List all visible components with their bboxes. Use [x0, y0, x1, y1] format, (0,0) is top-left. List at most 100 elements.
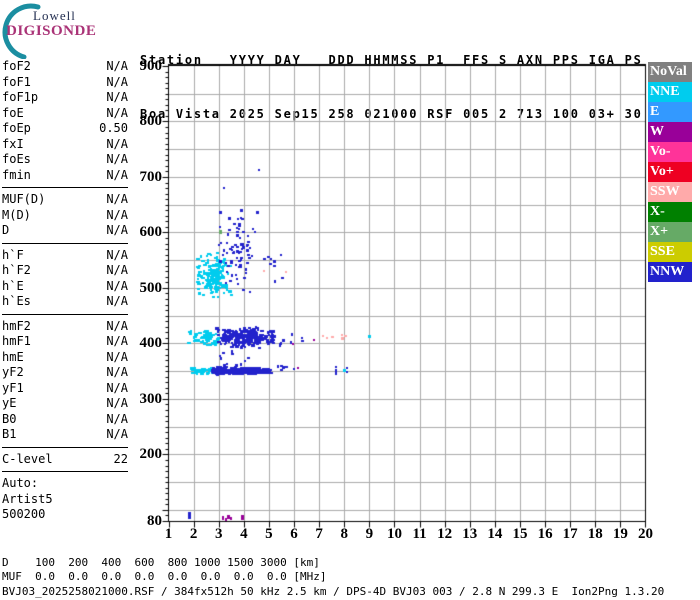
- legend-item-vo-: Vo+: [648, 162, 692, 182]
- parameter-panel: foF2 N/A foF1 N/A foF1p N/A foE N/A foEp 0.50 fxI N…: [2, 59, 128, 523]
- legend-label: X-: [650, 204, 665, 219]
- legend-label: NNW: [650, 264, 685, 279]
- param-value: N/A: [106, 411, 128, 426]
- y-tick-label: 80: [147, 512, 162, 529]
- logo-digisonde-text: DIGISONDE: [6, 23, 97, 39]
- legend-item-nne: NNE: [648, 82, 692, 102]
- param-label: foF2: [2, 59, 31, 73]
- x-tick-label: 14: [487, 526, 503, 542]
- legend-item-w: W: [648, 122, 692, 142]
- param-value: N/A: [106, 380, 128, 395]
- legend-item-e: E: [648, 102, 692, 122]
- param-label: h`F2: [2, 263, 31, 277]
- param-label: MUF(D): [2, 192, 46, 206]
- x-tick-label: 18: [587, 526, 603, 542]
- param-label: foEs: [2, 152, 31, 166]
- x-tick-label: 6: [290, 526, 298, 542]
- param-row: h`F N/A: [2, 248, 128, 264]
- param-row: h`Es N/A: [2, 294, 128, 310]
- param-label: D: [2, 223, 10, 237]
- legend-item-x-: X-: [648, 202, 692, 222]
- footer-muf-row: MUF 0.0 0.0 0.0 0.0 0.0 0.0 0.0 0.0 [MHz…: [2, 570, 327, 583]
- panel-divider: [2, 187, 128, 188]
- param-label: foF1p: [2, 90, 39, 104]
- legend-label: SSW: [650, 184, 680, 199]
- y-tick-label: 400: [139, 335, 163, 352]
- x-tick-label: 3: [214, 526, 223, 542]
- y-tick-label: 900: [139, 58, 163, 74]
- param-label: B0: [2, 411, 17, 426]
- param-label: yE: [2, 396, 17, 410]
- digisonde-arc-icon: [2, 3, 41, 59]
- x-tick-label: 8: [340, 526, 348, 542]
- logo-lowell-text: Lowell: [33, 8, 76, 23]
- param-text: Artist5: [2, 491, 53, 506]
- param-label: C-level: [2, 451, 53, 466]
- param-row: yF1 N/A: [2, 381, 128, 397]
- legend-item-noval: NoVal: [648, 62, 692, 82]
- param-value: N/A: [106, 396, 128, 410]
- param-value: N/A: [106, 294, 128, 308]
- x-tick-label: 2: [189, 526, 198, 542]
- param-row: B0 N/A: [2, 412, 128, 428]
- legend-label: NNE: [650, 84, 680, 99]
- param-value: N/A: [106, 334, 128, 348]
- y-tick-label: 300: [139, 390, 163, 407]
- x-tick-label: 10: [386, 526, 402, 542]
- param-row: fxI N/A: [2, 137, 128, 153]
- param-label: fmin: [2, 167, 31, 182]
- y-tick-label: 700: [139, 168, 163, 185]
- x-tick-label: 20: [637, 526, 653, 542]
- y-tick-label: 500: [139, 279, 163, 296]
- x-tick-label: 1: [164, 526, 173, 542]
- param-label: yF2: [2, 365, 24, 379]
- param-value: N/A: [106, 318, 128, 333]
- param-row: yF2 N/A: [2, 365, 128, 381]
- param-row: foEp 0.50: [2, 121, 128, 137]
- y-tick-label: 200: [139, 446, 163, 463]
- param-value: N/A: [106, 263, 128, 277]
- param-value: N/A: [106, 247, 128, 262]
- legend-item-sse: SSE: [648, 242, 692, 262]
- legend-label: SSE: [650, 244, 675, 259]
- legend-label: NoVal: [650, 64, 687, 79]
- x-tick-label: 12: [437, 526, 453, 542]
- x-tick-label: 16: [537, 526, 553, 542]
- param-label: yF1: [2, 380, 24, 395]
- x-tick-label: 4: [240, 526, 248, 542]
- legend-label: Vo+: [650, 164, 674, 179]
- param-value: N/A: [106, 152, 128, 166]
- param-label: hmF1: [2, 334, 31, 348]
- param-row: hmF2 N/A: [2, 319, 128, 335]
- param-text: Auto:: [2, 476, 39, 490]
- param-row: foF2 N/A: [2, 59, 128, 75]
- param-value: N/A: [106, 167, 128, 182]
- x-tick-label: 5: [265, 526, 273, 542]
- param-row: foF1p N/A: [2, 90, 128, 106]
- param-label: foF1: [2, 74, 31, 89]
- param-row: h`E N/A: [2, 279, 128, 295]
- x-tick-label: 19: [612, 526, 628, 542]
- doppler-direction-legend: NoVal NNE E W Vo- Vo+ SSW X- X+ SSE NNW: [648, 62, 692, 282]
- x-tick-label: 11: [412, 526, 427, 542]
- param-row: hmF1 N/A: [2, 334, 128, 350]
- param-value: N/A: [106, 74, 128, 89]
- param-row: D N/A: [2, 223, 128, 239]
- panel-divider: [2, 242, 128, 244]
- param-row: M(D) N/A: [2, 208, 128, 224]
- param-row: yE N/A: [2, 396, 128, 412]
- y-tick-label: 600: [139, 224, 163, 241]
- param-label: hmF2: [2, 318, 31, 333]
- param-label: fxI: [2, 136, 24, 151]
- param-label: h`Es: [2, 294, 31, 308]
- param-row: B1 N/A: [2, 427, 128, 443]
- param-value: N/A: [106, 207, 128, 222]
- x-tick-label: 15: [512, 526, 528, 542]
- footer-d-row: D 100 200 400 600 800 1000 1500 3000 [km…: [2, 556, 320, 569]
- panel-divider: [2, 313, 128, 315]
- param-value: N/A: [106, 223, 128, 237]
- param-row: C-level 22: [2, 452, 128, 468]
- param-value: 0.50: [99, 121, 128, 135]
- param-value: N/A: [106, 427, 128, 441]
- legend-label: W: [650, 124, 664, 139]
